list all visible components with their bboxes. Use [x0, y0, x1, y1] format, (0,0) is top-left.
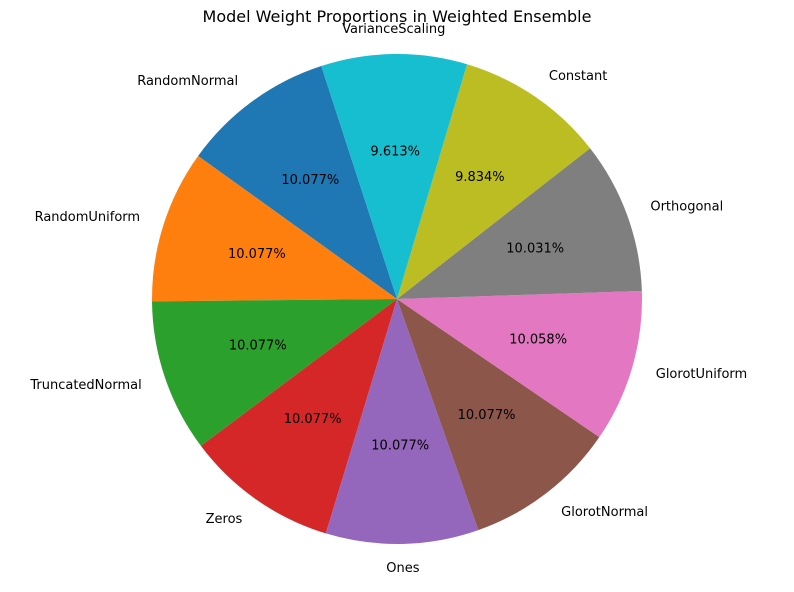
pie-slice-randomuniform	[152, 155, 397, 302]
percent-label-randomnormal: 10.077%	[281, 173, 339, 188]
category-label-glorotnormal: GlorotNormal	[561, 505, 648, 520]
pie-slice-truncatednormal	[152, 299, 397, 446]
pie-slice-variancescaling	[321, 54, 468, 300]
category-label-randomnormal: RandomNormal	[137, 74, 238, 89]
category-label-randomuniform: RandomUniform	[35, 210, 141, 225]
pie-slice-orthogonal	[397, 148, 642, 299]
category-label-constant: Constant	[549, 69, 607, 84]
pie-slice-ones	[325, 299, 479, 544]
category-label-glorotuniform: GlorotUniform	[656, 367, 747, 382]
category-label-ones: Ones	[386, 561, 419, 576]
chart-title: Model Weight Proportions in Weighted Ens…	[202, 7, 592, 26]
percent-label-zeros: 10.077%	[284, 412, 342, 427]
category-label-truncatednormal: TruncatedNormal	[29, 378, 141, 393]
category-label-zeros: Zeros	[206, 512, 243, 527]
category-label-variancescaling: VarianceScaling	[342, 22, 445, 37]
pie-slice-glorotnormal	[397, 299, 600, 531]
category-label-orthogonal: Orthogonal	[650, 200, 723, 215]
percent-label-variancescaling: 9.613%	[370, 145, 420, 160]
percent-label-constant: 9.834%	[455, 170, 505, 185]
pie-slice-zeros	[200, 299, 397, 534]
percent-label-glorotuniform: 10.058%	[509, 333, 567, 348]
percent-label-orthogonal: 10.031%	[506, 241, 564, 256]
percent-label-glorotnormal: 10.077%	[458, 408, 516, 423]
percent-label-truncatednormal: 10.077%	[229, 339, 287, 354]
percent-label-ones: 10.077%	[371, 438, 429, 453]
percent-label-randomuniform: 10.077%	[228, 247, 286, 262]
pie-slice-randomnormal	[198, 65, 397, 299]
pie-slice-constant	[397, 64, 591, 299]
pie-slice-glorotuniform	[397, 290, 642, 438]
